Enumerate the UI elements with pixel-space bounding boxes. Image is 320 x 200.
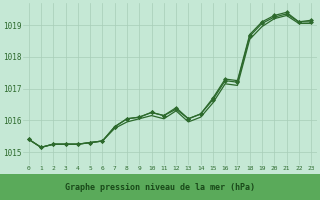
Text: Graphe pression niveau de la mer (hPa): Graphe pression niveau de la mer (hPa) [65,182,255,192]
